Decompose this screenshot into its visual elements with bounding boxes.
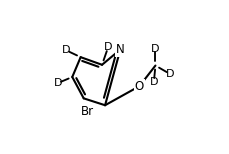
Text: D: D bbox=[165, 69, 173, 79]
Text: D: D bbox=[53, 78, 62, 88]
Text: Br: Br bbox=[81, 105, 94, 118]
Text: D: D bbox=[149, 77, 158, 87]
Text: D: D bbox=[104, 42, 112, 52]
Text: N: N bbox=[115, 43, 124, 56]
Text: D: D bbox=[62, 45, 70, 55]
Text: O: O bbox=[134, 80, 143, 93]
Text: D: D bbox=[150, 44, 159, 54]
